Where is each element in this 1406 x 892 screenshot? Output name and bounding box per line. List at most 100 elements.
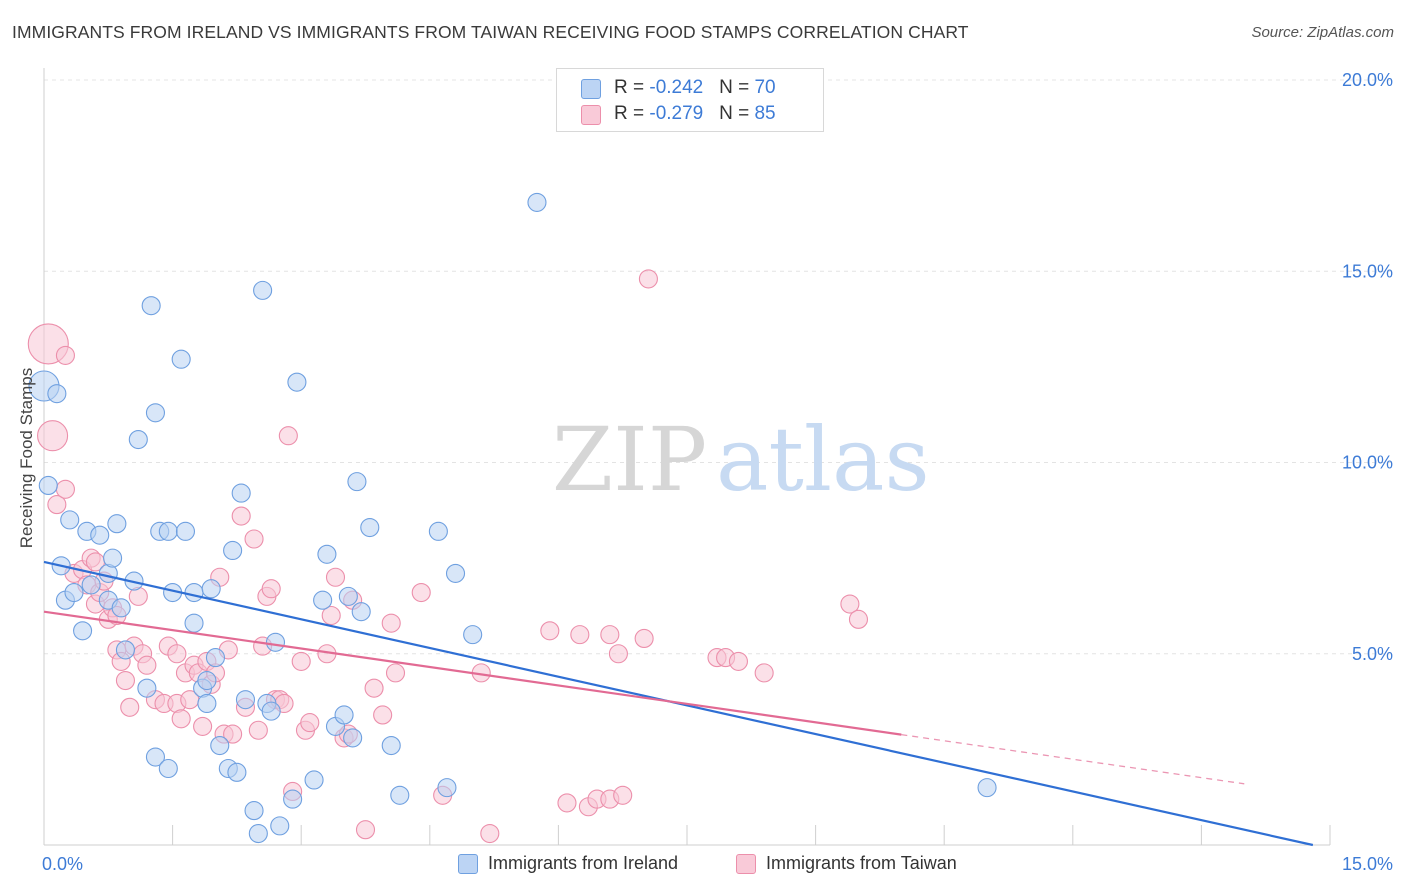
data-point-taiwan <box>728 651 748 671</box>
data-point-ireland <box>201 579 221 599</box>
data-point-taiwan <box>355 820 376 840</box>
data-point-ireland <box>107 514 127 534</box>
data-point-ireland <box>351 602 371 622</box>
data-point-ireland <box>287 372 307 392</box>
tick-labels: 5.0% 10.0% 15.0% 20.0% 0.0% 15.0% <box>42 70 1393 874</box>
data-point-ireland <box>527 192 547 212</box>
data-point-taiwan <box>231 506 251 526</box>
data-point-ireland <box>244 801 264 821</box>
data-point-ireland <box>248 823 268 844</box>
data-point-ireland <box>145 403 166 423</box>
data-point-taiwan <box>385 663 406 683</box>
data-point-ireland <box>270 816 290 836</box>
data-point-ireland <box>235 690 256 710</box>
data-point-taiwan <box>840 594 860 614</box>
data-point-taiwan <box>613 785 633 805</box>
data-point-taiwan <box>115 670 135 691</box>
legend-swatch-taiwan <box>736 854 756 874</box>
legend-swatch-ireland <box>458 854 478 874</box>
data-point-ireland <box>128 429 148 450</box>
data-point-ireland <box>283 789 303 809</box>
data-point-ireland <box>103 548 123 568</box>
data-point-taiwan <box>120 697 140 717</box>
data-point-taiwan <box>167 644 187 664</box>
gridlines <box>44 79 1395 655</box>
data-point-taiwan <box>37 420 69 452</box>
data-point-ireland <box>265 632 286 652</box>
data-point-taiwan <box>754 663 774 683</box>
y-tick-label: 20.0% <box>1342 70 1393 90</box>
data-point-taiwan <box>570 625 590 645</box>
data-point-ireland <box>231 483 251 503</box>
data-point-ireland <box>445 563 466 583</box>
data-point-ireland <box>227 762 247 782</box>
data-point-taiwan <box>600 625 620 645</box>
data-point-taiwan <box>608 644 628 664</box>
data-point-taiwan <box>411 582 431 603</box>
data-point-ireland <box>171 349 191 369</box>
data-point-ireland <box>73 621 93 641</box>
data-point-taiwan <box>223 724 243 744</box>
r-label: R = <box>614 77 650 98</box>
r-value-ireland: -0.242 <box>649 77 704 98</box>
axes <box>43 68 1331 846</box>
data-point-taiwan <box>325 567 346 587</box>
data-point-ireland <box>145 747 166 767</box>
data-point-ireland <box>81 575 101 595</box>
n-value-ireland: 70 <box>754 77 776 98</box>
data-point-ireland <box>60 510 80 530</box>
data-point-taiwan <box>381 613 401 633</box>
data-point-ireland <box>463 625 483 645</box>
data-point-ireland <box>210 735 230 756</box>
r-label: R = <box>614 103 650 124</box>
data-point-ireland <box>115 640 135 660</box>
data-point-ireland <box>343 728 363 748</box>
data-point-taiwan <box>557 793 577 813</box>
data-point-ireland <box>158 758 178 779</box>
data-point-ireland <box>137 678 157 698</box>
data-point-taiwan <box>47 495 67 515</box>
data-point-ireland <box>197 670 217 691</box>
legend-label-taiwan: Immigrants from Taiwan <box>766 853 957 873</box>
legend-row-taiwan: R = -0.279 N = 85 <box>557 101 823 127</box>
data-point-ireland <box>360 517 380 538</box>
legend-swatch-ireland <box>581 79 601 99</box>
data-point-ireland <box>334 705 354 725</box>
n-label: N = <box>719 77 755 98</box>
data-point-taiwan <box>638 269 658 289</box>
data-point-taiwan <box>248 720 268 740</box>
series-ireland <box>28 192 997 844</box>
data-point-taiwan <box>291 651 311 671</box>
data-point-ireland <box>38 475 58 496</box>
data-point-ireland <box>141 296 161 316</box>
data-point-ireland <box>390 785 410 805</box>
data-point-ireland <box>64 582 84 603</box>
y-axis-title: Receiving Food Stamps <box>17 368 36 548</box>
data-point-taiwan <box>364 678 384 698</box>
y-tick-label: 10.0% <box>1342 453 1393 473</box>
data-point-ireland <box>205 648 226 668</box>
watermark-atlas: atlas <box>716 408 930 511</box>
data-point-taiwan <box>55 345 75 365</box>
trend-lines <box>43 560 1314 847</box>
data-point-ireland <box>223 540 243 561</box>
y-tick-label: 5.0% <box>1352 644 1393 664</box>
data-point-ireland <box>111 598 131 618</box>
x-tick-label: 0.0% <box>42 854 83 874</box>
data-point-ireland <box>184 613 204 633</box>
data-point-taiwan <box>373 705 393 725</box>
data-point-taiwan <box>137 655 157 675</box>
trend-line-taiwan <box>43 610 902 736</box>
data-point-ireland <box>381 735 401 756</box>
legend-label-ireland: Immigrants from Ireland <box>488 853 679 873</box>
data-point-ireland <box>977 778 997 798</box>
data-point-ireland <box>47 384 67 404</box>
data-point-ireland <box>313 590 333 610</box>
chart-title: IMMIGRANTS FROM IRELAND VS IMMIGRANTS FR… <box>12 22 969 42</box>
data-point-ireland <box>437 778 457 798</box>
data-point-ireland <box>197 693 217 714</box>
y-tick-label: 15.0% <box>1342 261 1393 281</box>
legend-row-ireland: R = -0.242 N = 70 <box>557 75 823 101</box>
watermark-zip: ZIP <box>552 408 707 511</box>
